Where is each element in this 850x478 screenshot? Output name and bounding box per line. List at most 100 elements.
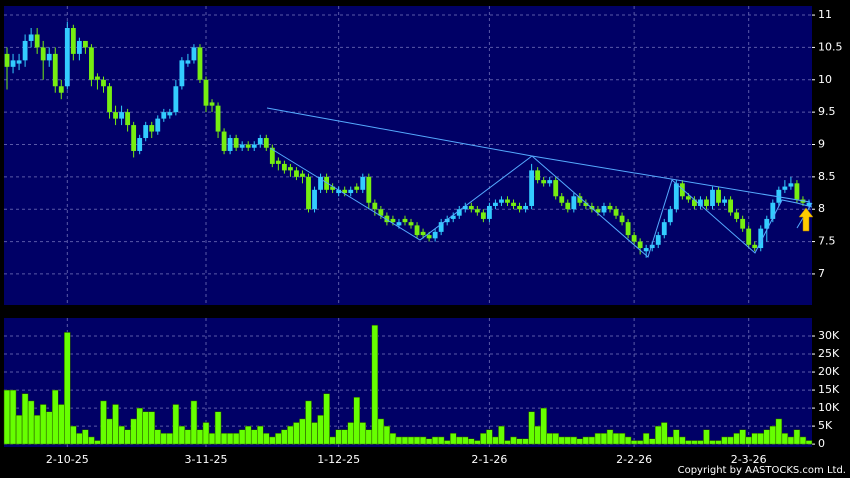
candle-body	[637, 241, 643, 249]
volume-bar	[407, 436, 415, 445]
volume-bar	[721, 436, 728, 445]
volume-bar	[576, 438, 584, 445]
candle-body	[673, 183, 679, 210]
volume-bar	[124, 429, 131, 445]
volume-bar	[244, 425, 252, 445]
volume-bar	[21, 393, 29, 445]
candle-body	[414, 225, 420, 236]
volume-bar	[323, 393, 330, 445]
candle-body	[613, 209, 619, 216]
volume-bar	[522, 438, 529, 445]
volume-bar	[727, 436, 734, 445]
candle-body	[179, 60, 185, 87]
volume-bar	[377, 418, 385, 445]
candle-body	[547, 180, 553, 184]
candle-body	[22, 40, 28, 61]
candle-body	[209, 102, 215, 106]
volume-bar	[190, 400, 198, 445]
candle-body	[499, 199, 504, 203]
volume-bar	[468, 438, 475, 445]
candle-body	[354, 186, 360, 190]
y-tick-label: 11	[818, 8, 832, 21]
candle-body	[300, 173, 305, 177]
volume-bar	[401, 436, 409, 445]
candle-body	[631, 235, 637, 242]
candle-body	[245, 144, 251, 148]
candle-body	[16, 60, 22, 64]
volume-bar	[184, 429, 192, 445]
candle-body	[420, 231, 426, 236]
candle-body	[505, 199, 510, 203]
volume-bar	[154, 429, 162, 445]
candle-body	[221, 131, 227, 151]
candle-body	[776, 189, 782, 203]
volume-bar	[618, 433, 626, 445]
candle-body	[740, 218, 746, 229]
volume-bar	[787, 436, 795, 445]
volume-bar	[214, 411, 222, 445]
volume-bar	[269, 436, 276, 445]
volume-bar	[395, 436, 403, 445]
candle-body	[649, 244, 655, 249]
volume-bar	[443, 440, 451, 445]
volume-bar	[413, 436, 421, 445]
volume-bar	[257, 425, 264, 445]
y-tick-label: 7.5	[818, 235, 836, 248]
candle-body	[64, 28, 70, 87]
volume-bar	[636, 440, 644, 445]
volume-bar	[745, 436, 752, 445]
volume-bar	[299, 418, 306, 445]
candle-body	[113, 112, 118, 119]
volume-bar	[383, 425, 391, 445]
volume-bar	[462, 436, 469, 445]
candle-body	[601, 205, 607, 213]
volume-bar	[805, 440, 813, 445]
volume-bar	[51, 389, 59, 445]
volume-bar	[449, 433, 457, 445]
candle-body	[233, 138, 239, 148]
volume-bar	[558, 436, 566, 445]
candle-body	[535, 170, 541, 181]
candle-body	[336, 189, 342, 194]
candle-body	[794, 183, 800, 200]
volume-bar	[630, 440, 638, 445]
volume-bar	[654, 425, 662, 445]
candle-body	[722, 199, 727, 203]
volume-bar	[697, 440, 704, 445]
candle-body	[34, 34, 40, 48]
y-tick-label: 7	[818, 267, 825, 280]
candle-body	[4, 53, 10, 67]
volume-bar	[142, 411, 149, 445]
volume-bar	[793, 429, 801, 445]
volume-bar	[582, 436, 590, 445]
volume-bar	[389, 433, 397, 445]
candle-body	[263, 138, 269, 148]
volume-bar	[552, 433, 559, 445]
price-panel	[4, 6, 812, 305]
y-tick-label: 0	[818, 437, 825, 450]
volume-bar	[76, 433, 83, 445]
volume-bar	[540, 407, 547, 445]
candle-body	[143, 125, 149, 139]
volume-bar	[166, 433, 174, 445]
candle-body	[444, 218, 450, 223]
candle-body	[384, 215, 390, 223]
volume-bar	[685, 440, 692, 445]
x-tick-label: 1-12-25	[317, 453, 360, 466]
candle-body	[758, 228, 764, 249]
x-tick-label: 2-10-25	[46, 453, 89, 466]
x-tick-label: 2-2-26	[616, 453, 652, 466]
volume-bar	[624, 436, 632, 445]
volume-bar	[492, 436, 499, 445]
grid	[4, 6, 815, 447]
arrow-icon	[798, 207, 814, 232]
candle-body	[89, 47, 94, 80]
volume-bar	[528, 411, 535, 445]
candle-body	[312, 189, 317, 210]
volume-bar	[594, 433, 602, 445]
candle-body	[432, 231, 438, 239]
candle-body	[40, 47, 46, 61]
volume-bar	[94, 440, 101, 445]
volume-bar	[106, 418, 113, 445]
volume-bar	[667, 436, 674, 445]
